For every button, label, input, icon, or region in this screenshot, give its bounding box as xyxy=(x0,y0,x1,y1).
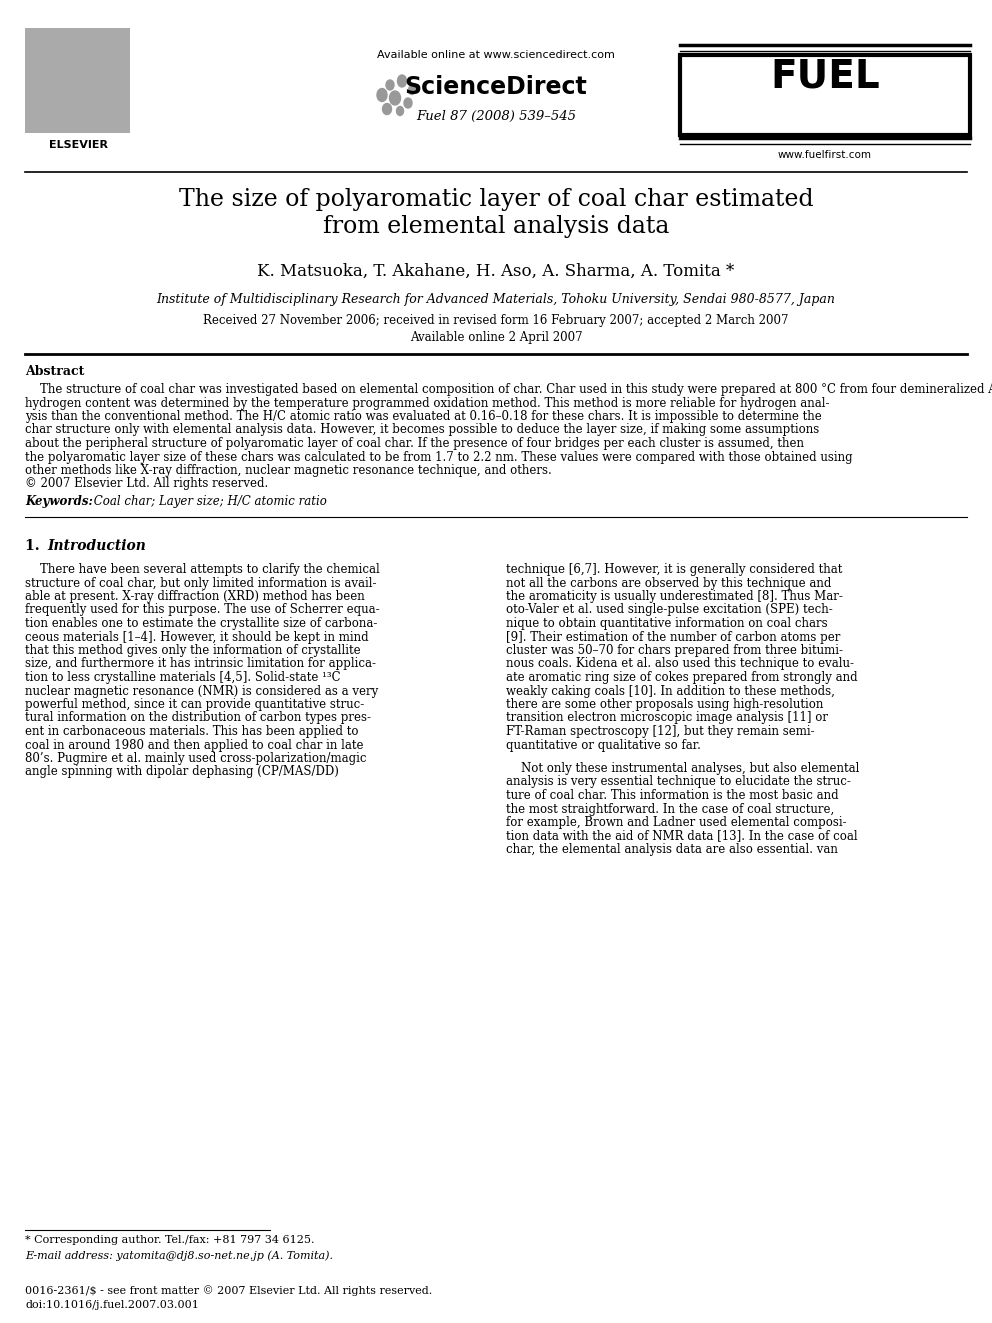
Text: FT-Raman spectroscopy [12], but they remain semi-: FT-Raman spectroscopy [12], but they rem… xyxy=(506,725,814,738)
Text: * Corresponding author. Tel./fax: +81 797 34 6125.: * Corresponding author. Tel./fax: +81 79… xyxy=(25,1234,314,1245)
Text: analysis is very essential technique to elucidate the struc-: analysis is very essential technique to … xyxy=(506,775,851,789)
Text: Fuel 87 (2008) 539–545: Fuel 87 (2008) 539–545 xyxy=(416,110,576,123)
Text: K. Matsuoka, T. Akahane, H. Aso, A. Sharma, A. Tomita *: K. Matsuoka, T. Akahane, H. Aso, A. Shar… xyxy=(257,263,735,280)
Text: Received 27 November 2006; received in revised form 16 February 2007; accepted 2: Received 27 November 2006; received in r… xyxy=(203,314,789,327)
Text: ELSEVIER: ELSEVIER xyxy=(49,140,107,149)
Text: the polyaromatic layer size of these chars was calculated to be from 1.7 to 2.2 : the polyaromatic layer size of these cha… xyxy=(25,451,853,463)
Text: 80’s. Pugmire et al. mainly used cross-polarization/magic: 80’s. Pugmire et al. mainly used cross-p… xyxy=(25,751,366,765)
Ellipse shape xyxy=(404,98,412,108)
Text: quantitative or qualitative so far.: quantitative or qualitative so far. xyxy=(506,738,701,751)
Ellipse shape xyxy=(383,103,392,115)
Text: size, and furthermore it has intrinsic limitation for applica-: size, and furthermore it has intrinsic l… xyxy=(25,658,376,671)
Text: 1.: 1. xyxy=(25,538,45,553)
Text: weakly caking coals [10]. In addition to these methods,: weakly caking coals [10]. In addition to… xyxy=(506,684,835,697)
Text: ScienceDirect: ScienceDirect xyxy=(405,75,587,99)
Text: frequently used for this purpose. The use of Scherrer equa-: frequently used for this purpose. The us… xyxy=(25,603,380,617)
Text: transition electron microscopic image analysis [11] or: transition electron microscopic image an… xyxy=(506,712,828,725)
Text: tion data with the aid of NMR data [13]. In the case of coal: tion data with the aid of NMR data [13].… xyxy=(506,830,858,843)
FancyBboxPatch shape xyxy=(25,28,130,134)
Text: technique [6,7]. However, it is generally considered that: technique [6,7]. However, it is generall… xyxy=(506,564,842,576)
Text: the most straightforward. In the case of coal structure,: the most straightforward. In the case of… xyxy=(506,803,834,815)
FancyBboxPatch shape xyxy=(680,56,970,135)
Text: Keywords:: Keywords: xyxy=(25,495,93,508)
Text: The structure of coal char was investigated based on elemental composition of ch: The structure of coal char was investiga… xyxy=(25,382,992,396)
Text: ceous materials [1–4]. However, it should be kept in mind: ceous materials [1–4]. However, it shoul… xyxy=(25,631,369,643)
Text: from elemental analysis data: from elemental analysis data xyxy=(322,216,670,238)
Text: char, the elemental analysis data are also essential. van: char, the elemental analysis data are al… xyxy=(506,843,838,856)
Text: tural information on the distribution of carbon types pres-: tural information on the distribution of… xyxy=(25,712,371,725)
Text: ate aromatic ring size of cokes prepared from strongly and: ate aromatic ring size of cokes prepared… xyxy=(506,671,858,684)
Text: there are some other proposals using high-resolution: there are some other proposals using hig… xyxy=(506,699,823,710)
Ellipse shape xyxy=(397,106,404,115)
Text: oto-Valer et al. used single-pulse excitation (SPE) tech-: oto-Valer et al. used single-pulse excit… xyxy=(506,603,832,617)
Text: nique to obtain quantitative information on coal chars: nique to obtain quantitative information… xyxy=(506,617,827,630)
Text: Coal char; Layer size; H/C atomic ratio: Coal char; Layer size; H/C atomic ratio xyxy=(90,495,327,508)
Text: that this method gives only the information of crystallite: that this method gives only the informat… xyxy=(25,644,361,658)
Text: E-mail address: yatomita@dj8.so-net.ne.jp (A. Tomita).: E-mail address: yatomita@dj8.so-net.ne.j… xyxy=(25,1250,333,1261)
Text: for example, Brown and Ladner used elemental composi-: for example, Brown and Ladner used eleme… xyxy=(506,816,846,830)
Ellipse shape xyxy=(409,86,416,94)
Text: not all the carbons are observed by this technique and: not all the carbons are observed by this… xyxy=(506,577,831,590)
Ellipse shape xyxy=(377,89,387,102)
Text: FUEL: FUEL xyxy=(770,58,880,97)
Text: the aromaticity is usually underestimated [8]. Thus Mar-: the aromaticity is usually underestimate… xyxy=(506,590,843,603)
Text: There have been several attempts to clarify the chemical: There have been several attempts to clar… xyxy=(25,564,380,576)
Text: Abstract: Abstract xyxy=(25,365,84,378)
Text: Not only these instrumental analyses, but also elemental: Not only these instrumental analyses, bu… xyxy=(506,762,859,775)
Text: Available online at www.sciencedirect.com: Available online at www.sciencedirect.co… xyxy=(377,50,615,60)
Ellipse shape xyxy=(398,75,407,87)
Text: Available online 2 April 2007: Available online 2 April 2007 xyxy=(410,331,582,344)
Text: Institute of Multidisciplinary Research for Advanced Materials, Tohoku Universit: Institute of Multidisciplinary Research … xyxy=(157,292,835,306)
Text: www.fuelfirst.com: www.fuelfirst.com xyxy=(778,149,872,160)
Text: cluster was 50–70 for chars prepared from three bitumi-: cluster was 50–70 for chars prepared fro… xyxy=(506,644,843,658)
Text: Introduction: Introduction xyxy=(47,538,146,553)
Text: angle spinning with dipolar dephasing (CP/MAS/DD): angle spinning with dipolar dephasing (C… xyxy=(25,766,339,778)
Ellipse shape xyxy=(386,79,394,90)
Text: able at present. X-ray diffraction (XRD) method has been: able at present. X-ray diffraction (XRD)… xyxy=(25,590,365,603)
Text: char structure only with elemental analysis data. However, it becomes possible t: char structure only with elemental analy… xyxy=(25,423,819,437)
Text: The size of polyaromatic layer of coal char estimated: The size of polyaromatic layer of coal c… xyxy=(179,188,813,210)
Text: coal in around 1980 and then applied to coal char in late: coal in around 1980 and then applied to … xyxy=(25,738,363,751)
Text: [9]. Their estimation of the number of carbon atoms per: [9]. Their estimation of the number of c… xyxy=(506,631,840,643)
Text: ent in carbonaceous materials. This has been applied to: ent in carbonaceous materials. This has … xyxy=(25,725,358,738)
Text: structure of coal char, but only limited information is avail-: structure of coal char, but only limited… xyxy=(25,577,377,590)
Text: tion to less crystalline materials [4,5]. Solid-state ¹³C: tion to less crystalline materials [4,5]… xyxy=(25,671,340,684)
Text: ture of coal char. This information is the most basic and: ture of coal char. This information is t… xyxy=(506,789,838,802)
Text: other methods like X-ray diffraction, nuclear magnetic resonance technique, and : other methods like X-ray diffraction, nu… xyxy=(25,464,552,478)
Text: ysis than the conventional method. The H/C atomic ratio was evaluated at 0.16–0.: ysis than the conventional method. The H… xyxy=(25,410,821,423)
Text: tion enables one to estimate the crystallite size of carbona-: tion enables one to estimate the crystal… xyxy=(25,617,377,630)
Text: 0016-2361/$ - see front matter © 2007 Elsevier Ltd. All rights reserved.: 0016-2361/$ - see front matter © 2007 El… xyxy=(25,1285,433,1295)
Text: © 2007 Elsevier Ltd. All rights reserved.: © 2007 Elsevier Ltd. All rights reserved… xyxy=(25,478,268,491)
Text: powerful method, since it can provide quantitative struc-: powerful method, since it can provide qu… xyxy=(25,699,364,710)
Text: doi:10.1016/j.fuel.2007.03.001: doi:10.1016/j.fuel.2007.03.001 xyxy=(25,1301,198,1310)
Ellipse shape xyxy=(390,91,401,105)
Text: nuclear magnetic resonance (NMR) is considered as a very: nuclear magnetic resonance (NMR) is cons… xyxy=(25,684,378,697)
Text: hydrogen content was determined by the temperature programmed oxidation method. : hydrogen content was determined by the t… xyxy=(25,397,829,410)
Text: nous coals. Kidena et al. also used this technique to evalu-: nous coals. Kidena et al. also used this… xyxy=(506,658,854,671)
Text: about the peripheral structure of polyaromatic layer of coal char. If the presen: about the peripheral structure of polyar… xyxy=(25,437,804,450)
